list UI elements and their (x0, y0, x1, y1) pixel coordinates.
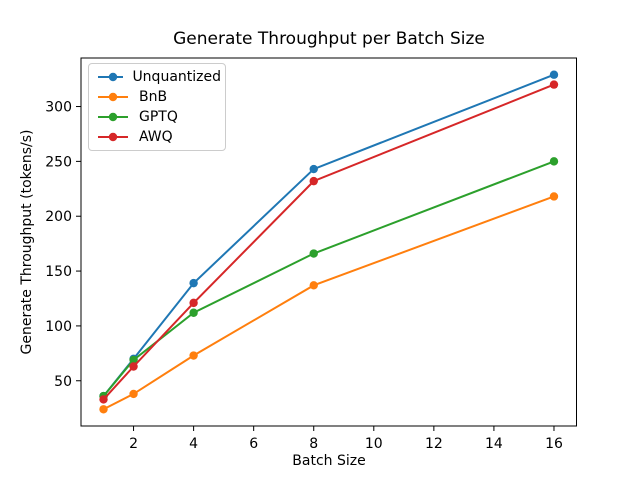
y-tick-label: 50 (54, 374, 72, 390)
series-marker-bnb (99, 405, 108, 414)
series-marker-gptq (549, 157, 559, 166)
y-tick-label: 200 (45, 209, 72, 225)
x-tick-label: 8 (309, 436, 318, 452)
x-tick-label: 14 (485, 436, 503, 452)
series-marker-gptq (129, 355, 138, 365)
legend-label: Unquantized (132, 69, 221, 85)
legend-entry-gptq: GPTQ (96, 107, 221, 127)
legend-swatch (98, 132, 128, 142)
y-tick-label: 250 (45, 154, 72, 170)
series-marker-awq (309, 176, 318, 186)
legend-marker-icon (108, 92, 118, 102)
series-marker-awq (549, 80, 559, 89)
y-tick-label: 100 (45, 319, 72, 335)
series-marker-unquantized (189, 278, 198, 288)
series-marker-bnb (309, 281, 318, 290)
legend-entry-unquantized: Unquantized (96, 67, 221, 87)
series-marker-awq (189, 298, 198, 308)
series-marker-unquantized (309, 164, 318, 174)
y-tick-label: 300 (45, 100, 72, 116)
series-marker-gptq (189, 308, 198, 317)
chart-title: Generate Throughput per Batch Size (173, 29, 485, 49)
series-marker-awq (129, 362, 138, 371)
x-tick-label: 12 (425, 436, 443, 452)
legend-marker-icon (108, 72, 118, 82)
y-axis-label: Generate Throughput (tokens/s) (19, 129, 35, 355)
legend-swatch (98, 112, 128, 122)
legend-entry-bnb: BnB (96, 87, 221, 107)
legend-swatch (98, 92, 128, 102)
x-tick-label: 6 (249, 436, 258, 452)
series-marker-bnb (549, 192, 559, 201)
axes-spines (80, 57, 577, 427)
series-marker-bnb (129, 389, 138, 399)
x-tick-label: 4 (189, 436, 198, 452)
series-marker-gptq (309, 249, 318, 258)
legend-swatch (98, 72, 124, 82)
legend: Unquantized BnB GPTQ AWQ (88, 63, 226, 151)
y-tick-label: 150 (45, 264, 72, 280)
x-tick-label: 10 (365, 436, 383, 452)
series-marker-bnb (189, 351, 198, 360)
x-axis-label: Batch Size (292, 453, 366, 469)
series-line-bnb (103, 195, 555, 411)
x-tick-label: 16 (545, 436, 563, 452)
legend-label: GPTQ (139, 109, 178, 125)
legend-entry-awq: AWQ (96, 127, 221, 147)
x-tick-label: 2 (129, 436, 138, 452)
series-marker-awq (99, 395, 108, 404)
legend-marker-icon (108, 132, 118, 142)
legend-label: BnB (139, 89, 168, 105)
legend-marker-icon (108, 112, 118, 122)
series-marker-unquantized (549, 70, 559, 79)
legend-label: AWQ (139, 129, 173, 145)
